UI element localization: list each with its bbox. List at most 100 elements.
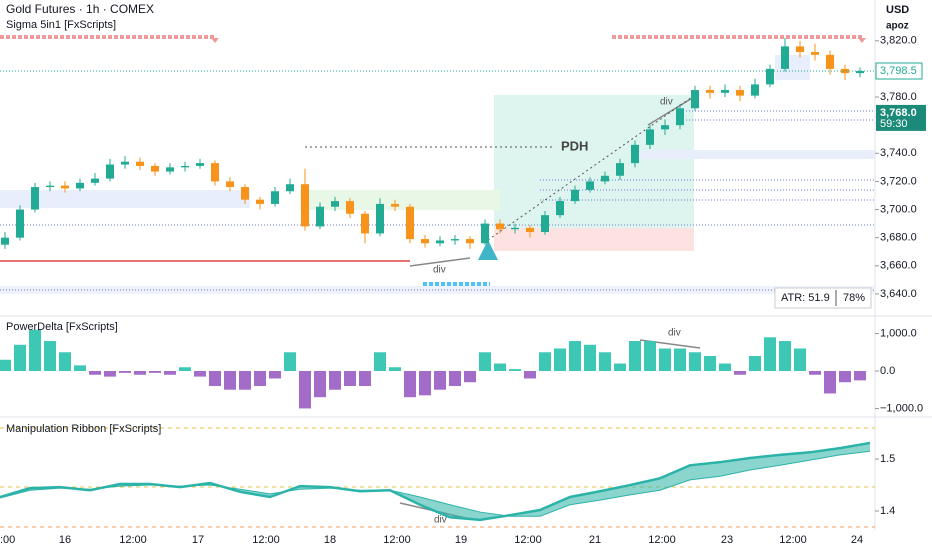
delta-bar [629, 341, 641, 371]
delta-bar [359, 370, 371, 386]
delta-bar [479, 352, 491, 371]
delta-bar [509, 369, 521, 371]
delta-bar [749, 356, 761, 371]
delta-bar [224, 370, 236, 390]
div-label: div [668, 328, 681, 339]
delta-bar [74, 365, 86, 371]
x-tick-label: 19 [455, 534, 467, 546]
last-price-label: 3,798.5 [880, 65, 917, 77]
candle-body [781, 46, 789, 69]
y-tick-label: 3,780.0 [880, 91, 917, 103]
liquidity-zone [300, 190, 500, 210]
delta-bar [449, 370, 461, 386]
delta-bar [344, 370, 356, 386]
stop-zone [494, 228, 694, 251]
candle-body [556, 201, 564, 216]
x-tick-label: 17 [192, 534, 204, 546]
candle-body [376, 203, 384, 234]
candle-body [181, 165, 189, 168]
candle-body [301, 184, 309, 227]
candle-body [91, 178, 99, 183]
delta-bar [119, 370, 131, 373]
delta-bar [299, 370, 311, 409]
candle-body [841, 68, 849, 74]
candle-body [436, 240, 444, 244]
candle-body [331, 201, 339, 207]
candle-body [76, 182, 84, 189]
candle-body [571, 189, 579, 202]
candle-body [61, 185, 69, 189]
delta-bar [419, 370, 431, 396]
x-tick-label: 12:00 [514, 534, 542, 546]
sell-marker [858, 38, 866, 43]
delta-bar [494, 363, 506, 371]
y-tick-label: 3,640.0 [880, 288, 917, 300]
delta-bar [374, 352, 386, 371]
candle-body [631, 144, 639, 164]
delta-bar [269, 370, 281, 379]
candle-body [496, 223, 504, 230]
delta-bar [644, 341, 656, 371]
delta-bar [389, 367, 401, 371]
delta-bar [0, 359, 11, 371]
delta-bar [239, 370, 251, 390]
delta-bar [734, 370, 746, 375]
candle-body [751, 84, 759, 96]
candle-body [601, 175, 609, 182]
candle-body [346, 201, 354, 214]
x-tick-label: 21 [589, 534, 601, 546]
delta-bar [59, 352, 71, 371]
delta-bar [584, 344, 596, 371]
delta-bar [314, 370, 326, 398]
chart-title: Gold Futures · 1h · COMEX [6, 2, 154, 16]
x-tick-label: 12:00 [252, 534, 280, 546]
delta-bar [599, 352, 611, 371]
y-tick-label: 3,740.0 [880, 147, 917, 159]
candle-body [796, 46, 804, 53]
liquidity-zone [635, 150, 875, 159]
atr-percent: 78% [843, 292, 865, 304]
y-tick-label: 3,820.0 [880, 35, 917, 47]
candle-body [586, 181, 594, 190]
delta-bar [104, 370, 116, 377]
ribbon-line [0, 441, 871, 522]
candle-body [451, 239, 459, 241]
user: apoz [886, 21, 909, 32]
delta-bar [44, 341, 56, 371]
candle-body [511, 227, 519, 230]
x-tick-label: 18 [324, 534, 336, 546]
countdown-label: 59:30 [880, 118, 908, 130]
marker-price-box [876, 104, 926, 131]
buy-marker [478, 240, 498, 260]
delta-bar [779, 341, 791, 371]
candle-body [136, 161, 144, 166]
candle-body [811, 52, 819, 55]
candle-body [106, 164, 114, 179]
candle-body [271, 191, 279, 204]
delta-bar [14, 344, 26, 371]
y-tick-label: 3,700.0 [880, 203, 917, 215]
ribbon-line [0, 450, 871, 517]
div-label: div [660, 97, 673, 108]
candle-body [196, 163, 204, 166]
delta-bar [134, 370, 146, 375]
delta-bar [254, 370, 266, 386]
div-label: div [433, 265, 446, 276]
delta-bar [794, 348, 806, 371]
y-tick-label: 1.5 [880, 453, 895, 465]
ribbon-fill [0, 442, 870, 520]
atr-label: ATR: 51.9 [781, 292, 830, 304]
x-tick-label: 23 [721, 534, 733, 546]
delta-bar [689, 352, 701, 371]
candle-body [721, 90, 729, 93]
candle-body [211, 163, 219, 182]
indicator-title: Sigma 5in1 [FxScripts] [6, 19, 116, 31]
ribbon-guides [0, 427, 875, 528]
candle-body [706, 90, 714, 93]
delta-bar [809, 370, 821, 375]
candle-body [226, 181, 234, 188]
marker-price-label: 3,768.0 [880, 107, 917, 119]
delta-bar [164, 370, 176, 375]
candle-body [421, 239, 429, 244]
